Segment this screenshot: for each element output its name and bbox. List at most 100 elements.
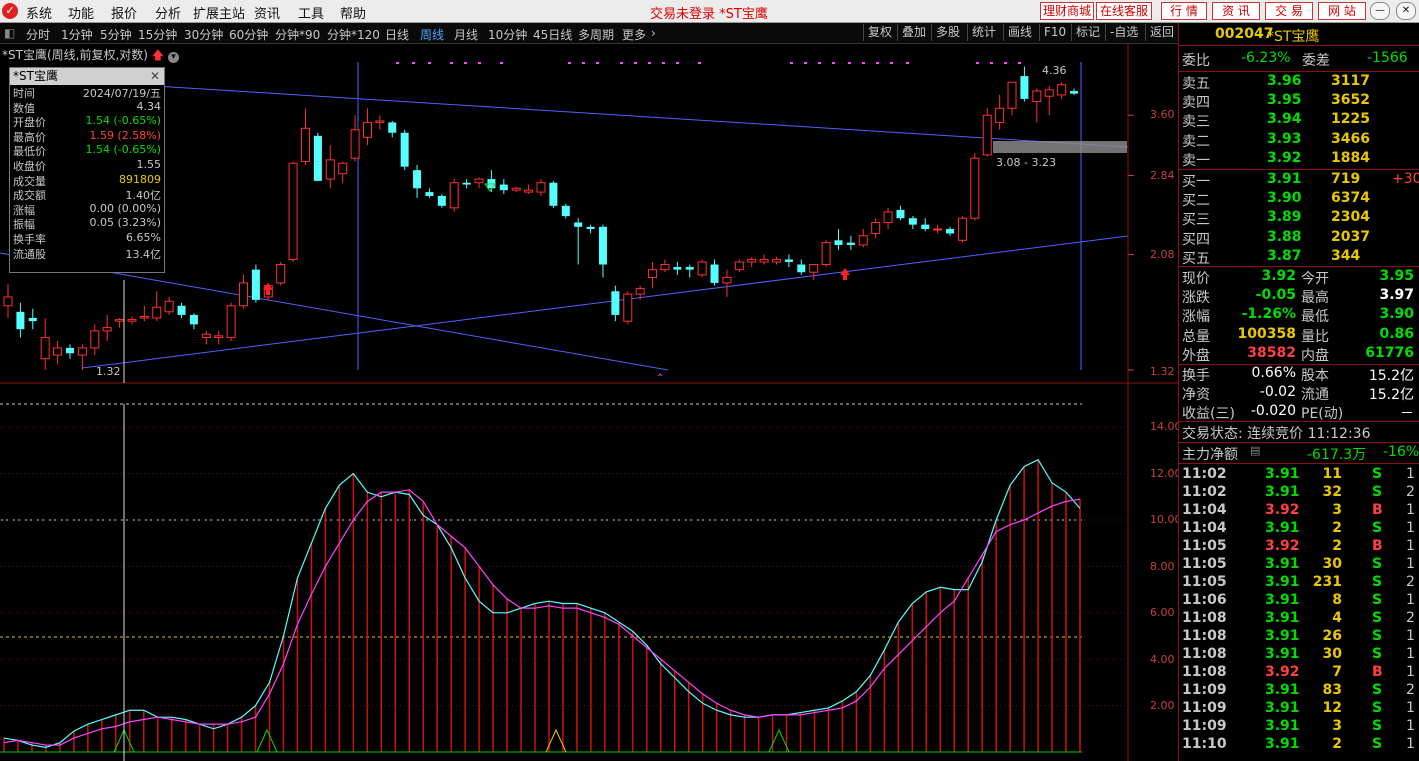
close-icon[interactable]: ✕: [149, 69, 160, 83]
period-5min[interactable]: 5分钟: [100, 28, 132, 42]
ask-volume: 1225: [1331, 111, 1370, 128]
candle-body: [462, 182, 471, 185]
candle-body: [685, 267, 694, 270]
website-button[interactable]: 网 站: [1318, 2, 1366, 20]
signal-dot: [478, 62, 481, 64]
wealth-mall-button[interactable]: 理财商城: [1040, 2, 1094, 20]
candle-body: [127, 319, 137, 322]
menu-help[interactable]: 帮助: [340, 7, 367, 22]
stat-row: 总量 100358 量比 0.86: [1179, 326, 1419, 345]
overlay-button[interactable]: 叠加: [897, 24, 932, 41]
indicator-d-line: [3, 489, 1081, 746]
infobox-key: 振幅: [13, 218, 35, 232]
period-45day[interactable]: 45日线: [533, 28, 573, 42]
tick-time: 11:05: [1182, 574, 1227, 590]
candle-body: [40, 337, 50, 360]
online-service-button[interactable]: 在线客服: [1096, 2, 1152, 20]
menu-system[interactable]: 系统: [26, 7, 53, 22]
f10-button[interactable]: F10: [1039, 24, 1072, 41]
signal-dot: [790, 62, 793, 64]
tick-time: 11:02: [1182, 466, 1227, 482]
watchlist-remove-button[interactable]: -自选: [1105, 24, 1146, 41]
list-icon[interactable]: ▤: [1250, 444, 1261, 457]
mark-button[interactable]: 标记: [1071, 24, 1106, 41]
infobox-row: 收盘价 1.55: [10, 158, 164, 173]
close-icon[interactable]: ✕: [1396, 2, 1416, 20]
candle-body: [16, 311, 25, 330]
infobox-value: 13.4亿: [125, 247, 162, 261]
signal-dot: [906, 62, 909, 64]
period-60min[interactable]: 60分钟: [229, 28, 269, 42]
chevron-right-icon[interactable]: ›: [651, 26, 656, 40]
menu-function[interactable]: 功能: [68, 7, 95, 22]
tick-count: 1: [1406, 538, 1415, 554]
infobox-value: 1.59 (2.58%): [89, 128, 161, 142]
menu-analysis[interactable]: 分析: [155, 7, 182, 22]
period-120min[interactable]: 分钟*120: [327, 28, 380, 42]
tick-volume: 11: [1322, 466, 1342, 482]
period-more[interactable]: 更多: [622, 28, 647, 42]
draw-line-button[interactable]: 画线: [1003, 24, 1040, 41]
period-week[interactable]: 周线: [420, 28, 445, 42]
infobox-value: 0.00 (0.00%): [89, 201, 161, 215]
trade-button[interactable]: 交 易: [1265, 2, 1313, 20]
infobox-key: 收盘价: [13, 159, 46, 173]
period-day[interactable]: 日线: [385, 28, 410, 42]
candle-body: [239, 282, 249, 307]
back-button[interactable]: 返回: [1145, 24, 1180, 41]
main-flow-pct: -16%: [1383, 444, 1419, 460]
tick-price: 3.92: [1265, 664, 1300, 680]
tick-count: 1: [1406, 664, 1415, 680]
tick-volume: 2: [1332, 538, 1342, 554]
signal-dot: [396, 62, 399, 64]
candle-body: [276, 263, 286, 284]
tick-price: 3.91: [1265, 592, 1300, 608]
period-90min[interactable]: 分钟*90: [275, 28, 321, 42]
multi-stock-button[interactable]: 多股: [931, 24, 968, 41]
tick-direction: S: [1372, 592, 1383, 608]
bid-change: +30: [1392, 171, 1419, 187]
stat-value: -0.02: [1259, 384, 1296, 401]
period-month[interactable]: 月线: [454, 28, 479, 42]
tick-row: 11:05 3.91 30 S 1: [1179, 556, 1419, 575]
quote-panel: 002047 *ST宝鹰 委比 -6.23% 委差 -1566 卖五 3.96 31…: [1178, 23, 1419, 761]
period-1min[interactable]: 1分钟: [61, 28, 93, 42]
fuquan-button[interactable]: 复权: [863, 24, 898, 41]
panel-toggle-icon[interactable]: ◧: [4, 26, 16, 40]
minimize-icon[interactable]: —: [1370, 2, 1390, 20]
tick-volume: 3: [1332, 502, 1342, 518]
ask-label: 卖三: [1182, 114, 1210, 131]
tick-time: 11:04: [1182, 502, 1227, 518]
infobox-key: 流通股: [13, 247, 46, 261]
bid-label: 买五: [1182, 250, 1210, 267]
tick-row: 11:08 3.92 7 B 1: [1179, 664, 1419, 683]
tick-volume: 12: [1322, 700, 1342, 716]
infobox-row: 成交额 1.40亿: [10, 187, 164, 202]
chart-canvas[interactable]: 3.60 2.84 2.08 1.32 14.00 12.00 10.00 8.…: [0, 44, 1178, 761]
bid-row: 买四 3.88 2037: [1179, 229, 1419, 248]
menu-quote[interactable]: 报价: [111, 7, 138, 22]
app-logo-icon[interactable]: ✓: [2, 3, 18, 19]
candle-body: [957, 217, 967, 241]
period-10min[interactable]: 10分钟: [488, 28, 528, 42]
menu-news[interactable]: 资讯: [254, 7, 281, 22]
period-15min[interactable]: 15分钟: [138, 28, 178, 42]
infobox-key: 成交额: [13, 189, 46, 203]
menu-tools[interactable]: 工具: [298, 7, 325, 22]
candle-body: [697, 261, 707, 276]
period-multi[interactable]: 多周期: [578, 28, 615, 42]
signal-dot: [568, 62, 571, 64]
candle-body: [586, 226, 595, 230]
period-30min[interactable]: 30分钟: [184, 28, 224, 42]
candle-body: [226, 305, 236, 339]
indicator-axis-label: 4.00: [1150, 653, 1175, 666]
chevron-down-icon[interactable]: ▾: [167, 52, 179, 63]
stats-button[interactable]: 统计: [967, 24, 1004, 41]
period-fenshi[interactable]: 分时: [26, 28, 51, 42]
news-button[interactable]: 资 讯: [1212, 2, 1260, 20]
signal-dot: [676, 62, 679, 64]
market-button[interactable]: 行 情: [1161, 2, 1207, 20]
indicator-axis-label: 12.00: [1150, 467, 1178, 480]
signal-dot: [412, 62, 415, 64]
menu-extend[interactable]: 扩展主站: [193, 7, 246, 22]
